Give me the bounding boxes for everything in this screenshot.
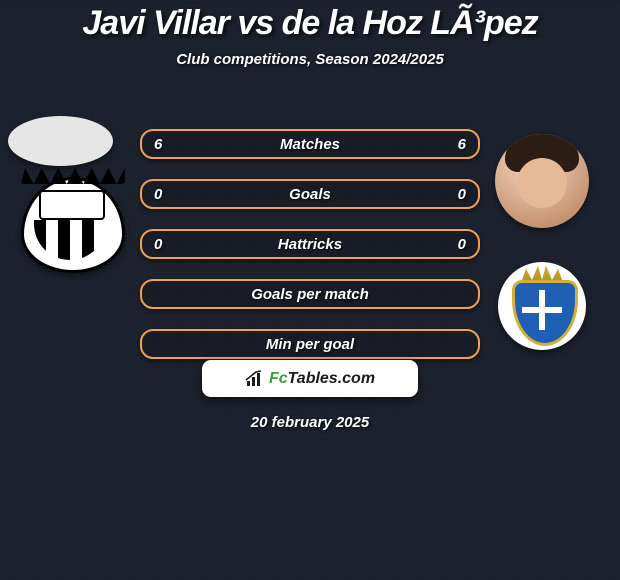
page-subtitle: Club competitions, Season 2024/2025	[0, 51, 620, 68]
stat-label: Goals per match	[251, 286, 369, 303]
stats-list: 6 Matches 6 0 Goals 0 0 Hattricks 0 Goal…	[140, 129, 480, 379]
player-right-photo	[495, 134, 589, 228]
badge-right-crown	[522, 264, 562, 280]
brand-rest: Tables.com	[288, 370, 375, 387]
brand-pill: FcTables.com	[202, 360, 418, 397]
stat-row-hattricks: 0 Hattricks 0	[140, 229, 480, 259]
real-oviedo-badge	[498, 262, 586, 350]
stat-left-value: 0	[154, 236, 162, 253]
stat-right-value: 6	[458, 136, 466, 153]
stat-label: Matches	[280, 136, 340, 153]
stat-label: Min per goal	[266, 336, 354, 353]
comparison-card: Javi Villar vs de la Hoz LÃ³pez Club com…	[0, 4, 620, 580]
stat-right-value: 0	[458, 186, 466, 203]
date-text: 20 february 2025	[0, 414, 620, 431]
stat-left-value: 0	[154, 186, 162, 203]
badge-left-stripes	[34, 220, 106, 260]
stat-row-min-per-goal: Min per goal	[140, 329, 480, 359]
stat-label: Hattricks	[278, 236, 342, 253]
albacete-badge	[21, 177, 125, 273]
badge-right-cross	[522, 290, 562, 330]
stat-label: Goals	[289, 186, 331, 203]
brand-text: FcTables.com	[269, 370, 375, 388]
stat-right-value: 0	[458, 236, 466, 253]
stat-left-value: 6	[154, 136, 162, 153]
stat-row-matches: 6 Matches 6	[140, 129, 480, 159]
stat-row-goals-per-match: Goals per match	[140, 279, 480, 309]
player-left-photo	[8, 116, 113, 166]
bar-chart-icon	[245, 370, 265, 388]
page-title: Javi Villar vs de la Hoz LÃ³pez	[0, 4, 620, 43]
stat-row-goals: 0 Goals 0	[140, 179, 480, 209]
badge-left-upper-panel	[39, 190, 105, 220]
brand-fc: Fc	[269, 370, 288, 387]
